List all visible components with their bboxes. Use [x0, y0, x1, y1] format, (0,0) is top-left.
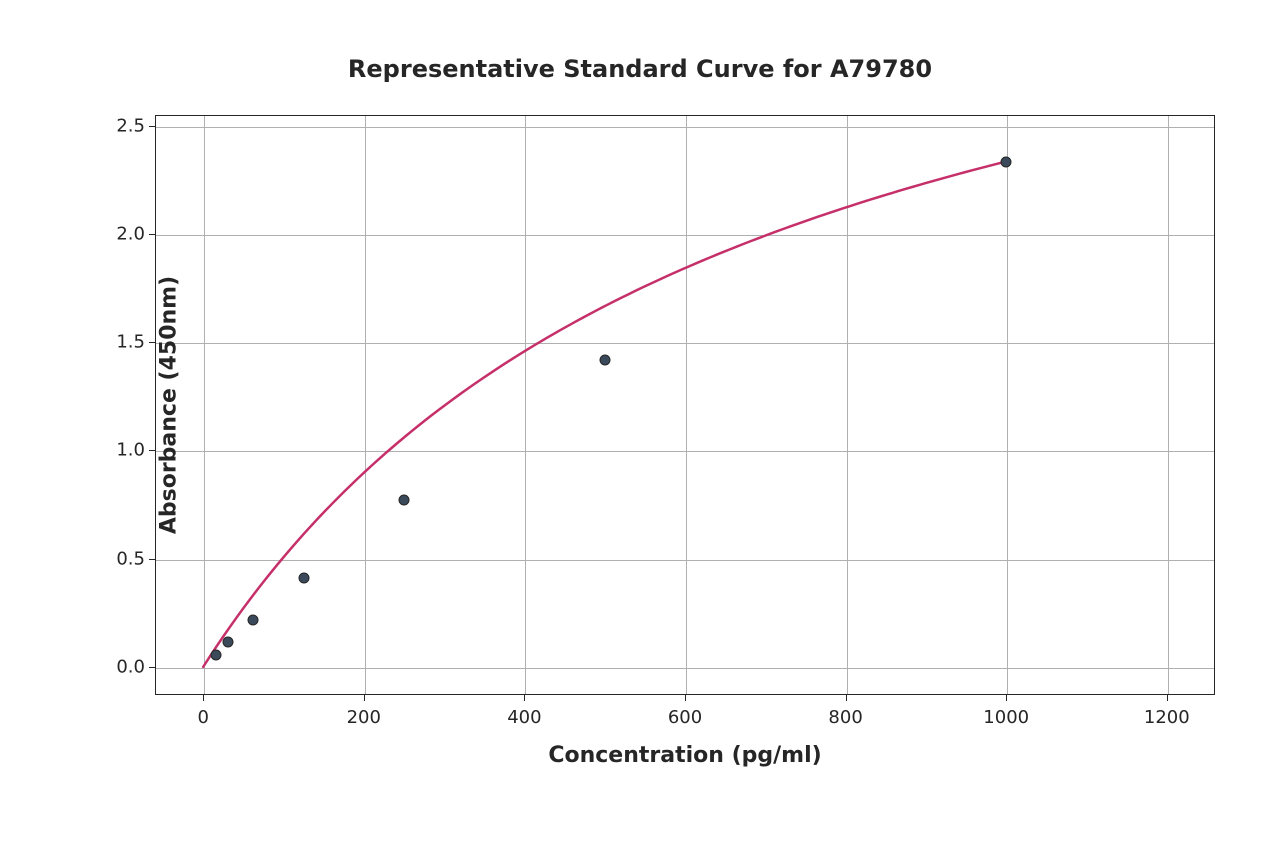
data-point — [210, 649, 221, 660]
data-point — [398, 495, 409, 506]
curve-svg — [0, 0, 1280, 845]
data-point — [223, 636, 234, 647]
chart-container: Representative Standard Curve for A79780… — [0, 0, 1280, 845]
data-point — [599, 354, 610, 365]
data-point — [298, 573, 309, 584]
data-point — [1001, 156, 1012, 167]
data-point — [248, 615, 259, 626]
standard-curve-line — [203, 161, 1006, 666]
